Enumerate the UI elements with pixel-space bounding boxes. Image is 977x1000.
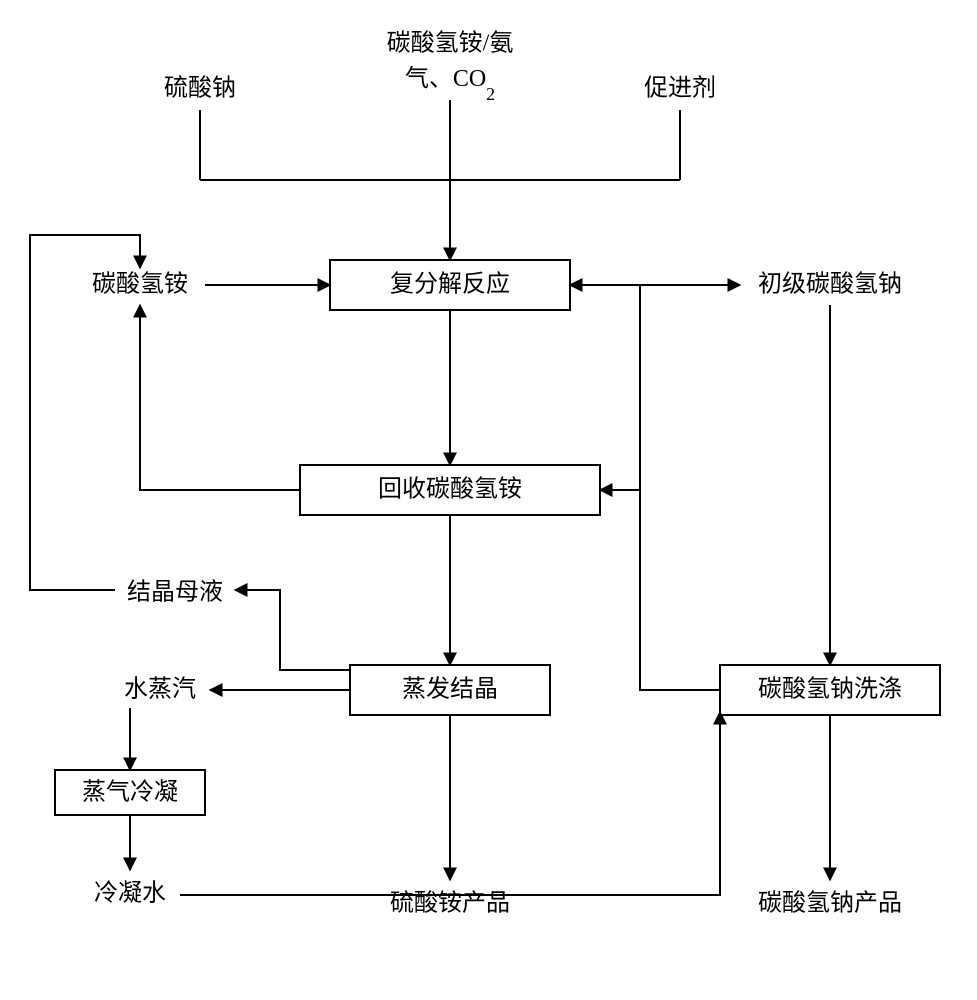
input-sodium-sulfate: 硫酸钠 [164, 75, 236, 102]
label-nahco3-product: 碳酸氢钠产品 [758, 890, 902, 917]
box-evap-label: 蒸发结晶 [402, 676, 498, 703]
flowchart-canvas: 硫酸钠 碳酸氢铵/氨 气、CO2 促进剂 复分解反应 碳酸氢铵 初级碳酸氢钠 回… [0, 0, 977, 1000]
input-ammon-bicarb-line1: 碳酸氢铵/氨 [387, 30, 514, 57]
edge-wash-to-recover [600, 490, 720, 690]
edge-evap-to-mother [235, 590, 352, 670]
label-condensate: 冷凝水 [94, 880, 166, 907]
label-steam: 水蒸汽 [124, 676, 196, 703]
box-wash-label: 碳酸氢钠洗涤 [758, 676, 902, 703]
box-condense-label: 蒸气冷凝 [82, 779, 178, 806]
label-primary-nahco3: 初级碳酸氢钠 [758, 271, 902, 298]
input-promoter: 促进剂 [644, 75, 716, 102]
box-recover-label: 回收碳酸氢铵 [378, 476, 522, 503]
input-ammon-bicarb-line2: 气、CO2 [405, 65, 495, 105]
label-mother-liquor: 结晶母液 [127, 579, 223, 606]
label-ammon-sulfate-product: 硫酸铵产品 [390, 890, 510, 917]
label-ammon-bicarb: 碳酸氢铵 [92, 271, 188, 298]
box-reaction-label: 复分解反应 [390, 271, 510, 298]
edge-recover-to-ammon-bicarb [140, 305, 300, 490]
edge-wash-to-reaction [570, 285, 640, 490]
